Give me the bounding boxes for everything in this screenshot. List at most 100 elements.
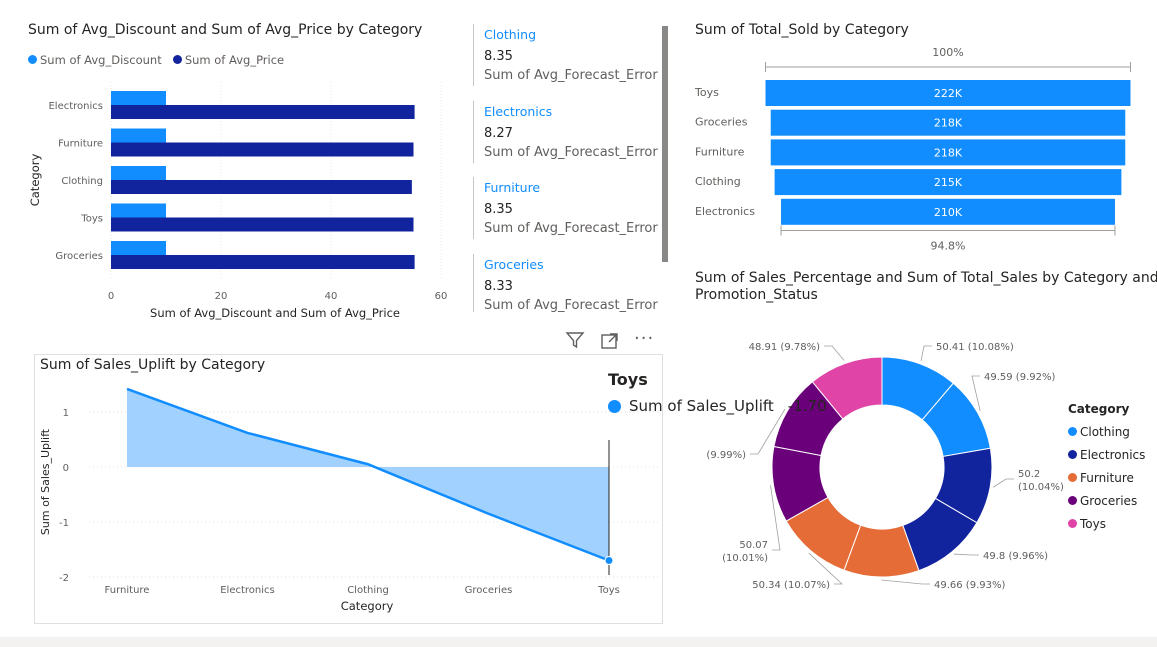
bar-chart: 0 20 40 60 Electronics Furniture Clothing Toys G… xyxy=(28,82,448,320)
y-tick-label: Clothing xyxy=(61,176,103,187)
funnel-category-label: Toys xyxy=(694,86,719,99)
y-tick-label: -1 xyxy=(59,518,69,529)
card-groceries[interactable]: Groceries 8.33 Sum of Avg_Forecast_Error xyxy=(473,254,674,313)
card-label: Sum of Avg_Forecast_Error xyxy=(484,68,658,83)
x-tick-label: Groceries xyxy=(465,585,513,596)
donut-data-label: (10.04%) xyxy=(1018,482,1064,493)
card-value: 8.35 xyxy=(484,202,513,217)
x-tick-label: Furniture xyxy=(105,585,150,596)
x-tick-label: Electronics xyxy=(220,585,275,596)
card-furniture[interactable]: Furniture 8.35 Sum of Avg_Forecast_Error xyxy=(473,177,674,239)
funnel-bottom-label: 94.8% xyxy=(931,240,966,253)
legend-item-avg-discount[interactable]: Sum of Avg_Discount xyxy=(28,53,162,67)
funnel-title: Sum of Total_Sold by Category xyxy=(695,22,909,38)
legend-label: Sum of Avg_Discount xyxy=(40,52,162,67)
legend-dot-icon xyxy=(28,55,37,64)
funnel-value-label: 218K xyxy=(934,117,963,130)
bar-avg-price[interactable] xyxy=(111,255,415,269)
legend-dot-icon xyxy=(1068,496,1077,505)
tooltip-dot-icon xyxy=(608,399,621,413)
line-chart: 1 0 -1 -2 Furniture Electronics Clothing Grocer… xyxy=(39,387,659,613)
legend-item-groceries[interactable]: Groceries xyxy=(1068,489,1145,512)
bar-chart-legend: Sum of Avg_Discount Sum of Avg_Price xyxy=(28,49,290,68)
card-category: Electronics xyxy=(484,104,553,119)
donut-data-label: (10.01%) xyxy=(722,553,768,564)
funnel-bar[interactable] xyxy=(765,80,1131,106)
x-tick-label: 0 xyxy=(108,291,114,302)
donut-data-label: 50.41 (10.08%) xyxy=(936,342,1014,353)
card-value: 8.33 xyxy=(484,279,513,294)
legend-item-toys[interactable]: Toys xyxy=(1068,512,1145,535)
legend-dot-icon xyxy=(172,55,182,64)
donut-leader-line xyxy=(920,345,932,362)
x-axis-label: Sum of Avg_Discount and Sum of Avg_Price xyxy=(150,306,400,320)
bar-avg-price[interactable] xyxy=(111,217,414,232)
donut-leader-line xyxy=(824,345,845,361)
card-value: 8.35 xyxy=(484,49,513,64)
tooltip-value: -1.70 xyxy=(787,397,827,415)
donut-leader-line xyxy=(770,485,781,551)
donut-data-label: 48.91 (9.78%) xyxy=(749,342,820,353)
filter-icon[interactable] xyxy=(565,330,585,354)
tooltip: Toys Sum of Sales_Uplift -1.70 xyxy=(598,370,848,430)
cards-scrollbar[interactable] xyxy=(662,26,668,262)
line-series[interactable] xyxy=(126,387,610,562)
funnel-bar[interactable] xyxy=(781,198,1115,225)
funnel-category-label: Electronics xyxy=(695,205,755,218)
x-tick-label: Toys xyxy=(597,585,620,596)
data-point[interactable] xyxy=(604,556,614,565)
legend-dot-icon xyxy=(1068,473,1077,482)
legend-label: Toys xyxy=(1080,516,1106,531)
x-axis-label: Category xyxy=(341,599,394,613)
donut-leader-line xyxy=(971,375,981,412)
y-tick-label: 1 xyxy=(63,408,69,419)
funnel-bar[interactable] xyxy=(770,139,1126,166)
card-electronics[interactable]: Electronics 8.27 Sum of Avg_Forecast_Err… xyxy=(473,101,674,163)
legend-dot-icon xyxy=(1068,450,1077,459)
legend-label: Sum of Avg_Price xyxy=(184,52,285,67)
donut-chart: 50.41 (10.08%) 49.59 (9.92%) 50.2 (10.04%) 4… xyxy=(706,342,1064,591)
card-category: Groceries xyxy=(484,257,544,272)
legend-item-avg-price[interactable]: Sum of Avg_Price xyxy=(172,52,285,67)
bar-avg-discount[interactable] xyxy=(111,241,166,255)
legend-item-electronics[interactable]: Electronics xyxy=(1068,443,1145,466)
donut-leader-line xyxy=(750,409,786,455)
donut-data-label: 49.66 (9.93%) xyxy=(934,580,1005,591)
donut-legend-title: Category xyxy=(1068,402,1130,416)
donut-data-label: 49.59 (9.92%) xyxy=(984,372,1055,383)
bar-avg-discount[interactable] xyxy=(111,166,166,180)
line-chart-title: Sum of Sales_Uplift by Category xyxy=(40,357,266,373)
legend-item-clothing[interactable]: Clothing xyxy=(1068,420,1145,443)
legend-label: Clothing xyxy=(1080,424,1130,439)
bottom-strip xyxy=(0,637,1157,647)
x-tick-label: 40 xyxy=(325,291,338,302)
bar-avg-price[interactable] xyxy=(111,142,414,157)
bar-avg-price[interactable] xyxy=(111,105,415,119)
donut-data-label: 50.34 (10.07%) xyxy=(752,580,830,591)
x-tick-label: 20 xyxy=(215,291,228,302)
bar-avg-discount[interactable] xyxy=(111,128,166,143)
tooltip-title: Toys xyxy=(608,370,648,389)
funnel-bar[interactable] xyxy=(774,169,1122,196)
card-label: Sum of Avg_Forecast_Error xyxy=(484,145,658,160)
y-tick-label: Furniture xyxy=(58,139,103,150)
donut-data-label: 49.8 (9.96%) xyxy=(983,551,1048,562)
donut-data-label: (9.99%) xyxy=(706,450,746,461)
funnel-bar[interactable] xyxy=(770,109,1126,136)
bar-avg-discount[interactable] xyxy=(111,91,166,105)
bar-avg-discount[interactable] xyxy=(111,203,166,218)
legend-item-furniture[interactable]: Furniture xyxy=(1068,466,1145,489)
card-category: Clothing xyxy=(484,27,537,42)
donut-leader-line xyxy=(808,552,844,585)
funnel-value-label: 222K xyxy=(934,87,963,100)
tooltip-series: Sum of Sales_Uplift xyxy=(629,397,774,415)
bar-chart-title: Sum of Avg_Discount and Sum of Avg_Price… xyxy=(28,22,423,38)
x-tick-label: 60 xyxy=(435,291,448,302)
focus-mode-icon[interactable] xyxy=(600,331,620,355)
donut-title-line1: Sum of Sales_Percentage and Sum of Total… xyxy=(695,270,1157,286)
donut-leader-line xyxy=(881,579,930,585)
more-options-icon[interactable]: ··· xyxy=(634,328,655,349)
card-clothing[interactable]: Clothing 8.35 Sum of Avg_Forecast_Error xyxy=(473,24,674,86)
donut-slice[interactable] xyxy=(811,356,883,420)
bar-avg-price[interactable] xyxy=(111,180,412,194)
